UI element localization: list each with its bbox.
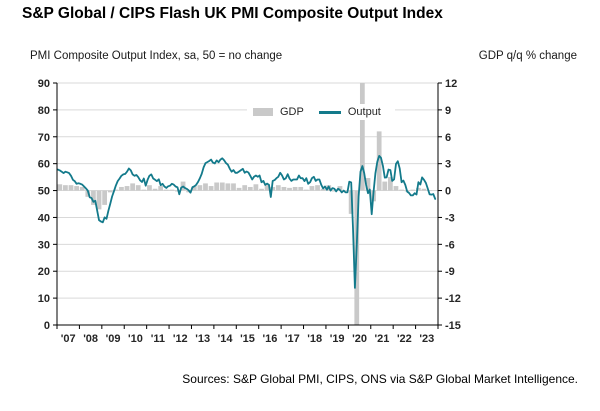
svg-text:70: 70 [38, 132, 50, 144]
svg-text:'13: '13 [195, 333, 210, 345]
svg-text:9: 9 [445, 105, 451, 117]
svg-text:30: 30 [38, 239, 50, 251]
svg-text:12: 12 [445, 78, 457, 90]
svg-text:60: 60 [38, 159, 50, 171]
svg-text:3: 3 [445, 159, 451, 171]
svg-text:-12: -12 [445, 293, 461, 305]
svg-text:90: 90 [38, 78, 50, 90]
svg-text:'08: '08 [83, 333, 98, 345]
svg-text:40: 40 [38, 212, 50, 224]
svg-text:-6: -6 [445, 239, 455, 251]
chart-title: S&P Global / CIPS Flash UK PMI Composite… [22, 5, 443, 22]
svg-text:-15: -15 [445, 320, 461, 332]
chart-legend: GDP Output [247, 104, 395, 120]
svg-text:'18: '18 [307, 333, 322, 345]
svg-text:'09: '09 [106, 333, 121, 345]
svg-text:'12: '12 [173, 333, 188, 345]
svg-text:-3: -3 [445, 212, 455, 224]
svg-text:'11: '11 [151, 333, 165, 345]
svg-text:'10: '10 [128, 333, 143, 345]
output-line-swatch-icon [318, 110, 341, 114]
svg-text:'15: '15 [240, 333, 255, 345]
svg-text:'21: '21 [375, 333, 390, 345]
svg-text:10: 10 [38, 293, 50, 305]
svg-text:'19: '19 [330, 333, 345, 345]
source-note: Sources: S&P Global PMI, CIPS, ONS via S… [182, 372, 578, 386]
svg-text:0: 0 [44, 320, 50, 332]
svg-text:6: 6 [445, 132, 451, 144]
svg-text:20: 20 [38, 266, 50, 278]
gdp-bar-swatch-icon [253, 108, 273, 116]
right-axis-caption: GDP q/q % change [478, 50, 577, 62]
svg-text:'22: '22 [397, 333, 412, 345]
left-axis-caption: PMI Composite Output Index, sa, 50 = no … [30, 50, 283, 62]
svg-text:'07: '07 [61, 333, 76, 345]
svg-text:-9: -9 [445, 266, 455, 278]
legend-label-output: Output [347, 106, 381, 118]
svg-text:'16: '16 [262, 333, 277, 345]
svg-text:0: 0 [445, 186, 451, 198]
svg-text:80: 80 [38, 105, 50, 117]
svg-text:50: 50 [38, 186, 50, 198]
legend-label-gdp: GDP [280, 106, 304, 118]
svg-text:'20: '20 [352, 333, 367, 345]
svg-text:'17: '17 [285, 333, 300, 345]
svg-text:'23: '23 [419, 333, 434, 345]
svg-text:'14: '14 [218, 333, 234, 345]
